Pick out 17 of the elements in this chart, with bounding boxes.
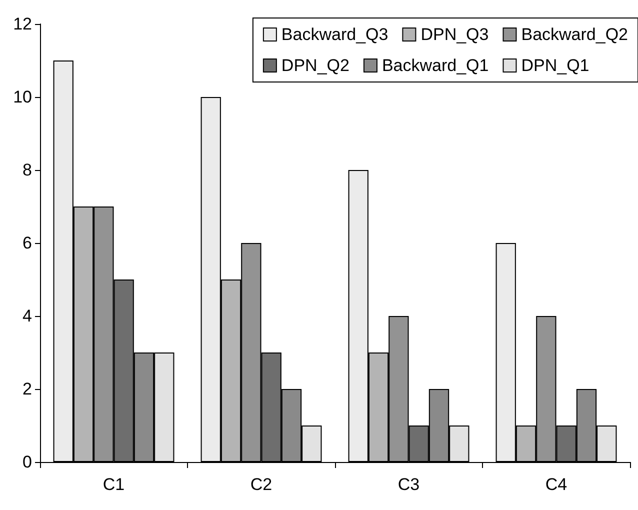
legend-label: Backward_Q3 <box>281 25 388 44</box>
x-tick-label: C4 <box>545 475 568 494</box>
legend-label: DPN_Q1 <box>521 56 590 75</box>
legend-label: DPN_Q2 <box>281 56 350 75</box>
x-tick-label: C1 <box>102 475 125 494</box>
legend-label: Backward_Q2 <box>521 25 628 44</box>
x-tick-label: C3 <box>398 475 420 494</box>
y-tick-label: 12 <box>13 14 32 34</box>
y-tick-label: 2 <box>22 380 32 398</box>
y-tick-label: 0 <box>22 452 32 472</box>
y-tick-label: 6 <box>22 234 32 252</box>
y-tick-label: 8 <box>22 160 32 180</box>
legend-label: Backward_Q1 <box>382 56 489 75</box>
legend-label: DPN_Q3 <box>420 25 489 44</box>
x-tick-label: C2 <box>250 475 272 494</box>
y-tick-label: 10 <box>13 88 32 106</box>
y-tick-label: 4 <box>22 306 32 326</box>
